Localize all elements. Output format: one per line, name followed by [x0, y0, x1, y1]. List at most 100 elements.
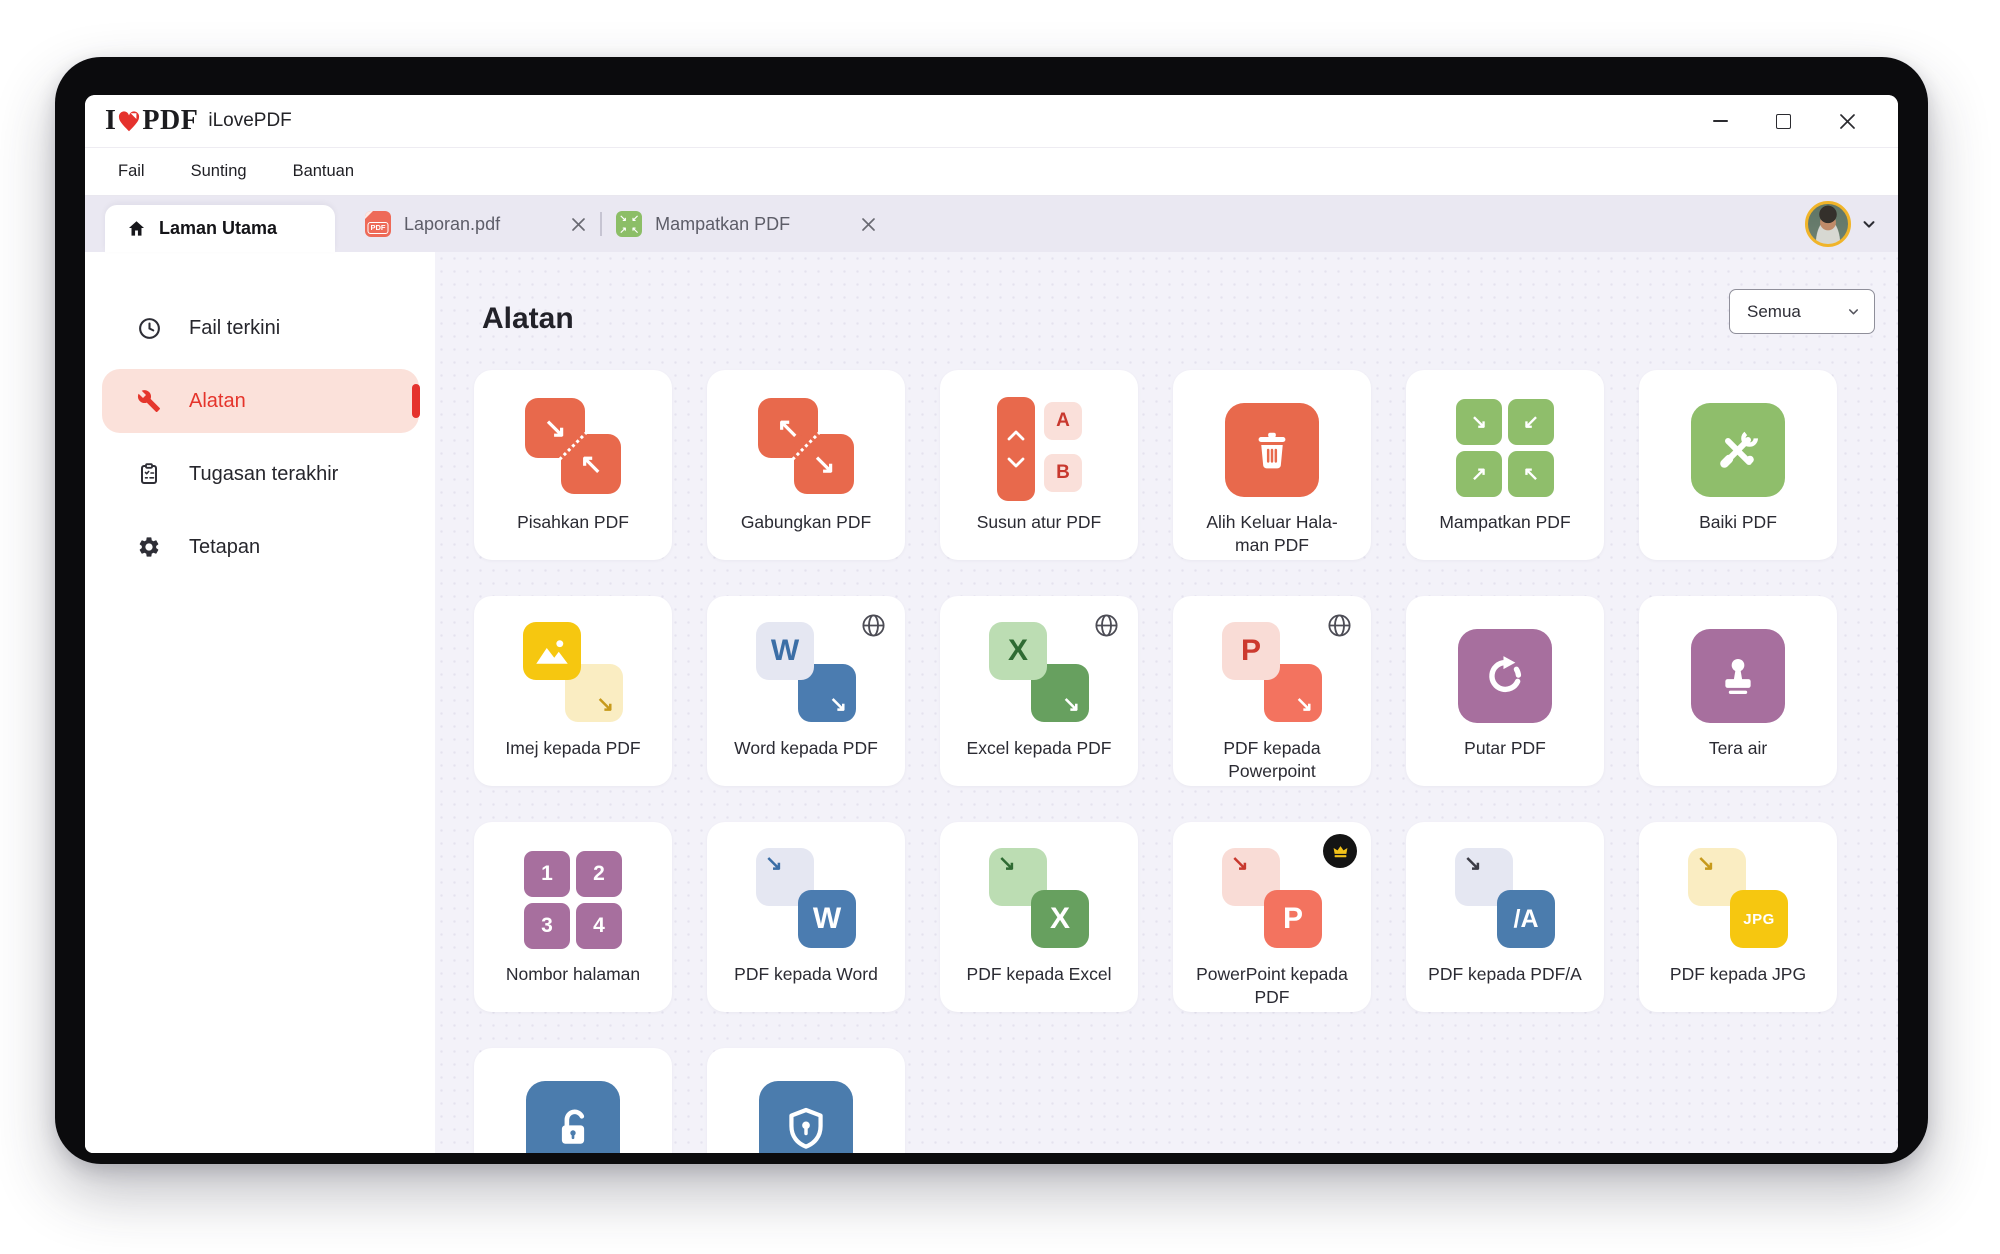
logo-letter-i: I [105, 105, 117, 136]
tool-label: Imej kepada PDF [505, 738, 641, 758]
sidebar-item-label: Alatan [189, 389, 246, 412]
maximize-icon[interactable] [1776, 113, 1791, 129]
page-title: Alatan [482, 302, 574, 335]
tool-label: PDF kepada Excel [966, 964, 1112, 984]
main-content: Alatan Semua ↘ ↖ Pisahkan PDF [435, 252, 1898, 1153]
app-window: I PDF iLovePDF Fail Sunting Bantuan Lama… [85, 95, 1898, 1153]
tool-card-excel-kepada-pdf[interactable]: ↘ X Excel kepada PDF [940, 596, 1138, 786]
tool-card-alih-keluar-halaman[interactable]: Alih Keluar Hala- man PDF [1173, 370, 1371, 560]
tool-label: Tera air [1708, 738, 1768, 758]
organize-icon: A B [984, 395, 1094, 505]
menu-item-bantuan[interactable]: Bantuan [292, 162, 355, 180]
sidebar-item-alatan[interactable]: Alatan [102, 369, 420, 433]
word-to-pdf-icon: ↘ W [751, 621, 861, 731]
pdf-file-icon: PDF [365, 211, 391, 237]
tool-card-pdf-kepada-jpg[interactable]: ↘ JPG PDF kepada JPG [1639, 822, 1837, 1012]
filter-select[interactable]: Semua [1729, 289, 1875, 334]
active-indicator [412, 384, 420, 418]
tool-card-putar-pdf[interactable]: Putar PDF [1406, 596, 1604, 786]
trash-icon [1217, 395, 1327, 505]
stamp-icon [1683, 621, 1793, 731]
split-icon: ↘ ↖ [518, 395, 628, 505]
sidebar-item-label: Tugasan terakhir [189, 462, 339, 485]
tool-card-pisahkan-pdf[interactable]: ↘ ↖ Pisahkan PDF [474, 370, 672, 560]
pdf-to-powerpoint-icon: ↘ P [1217, 621, 1327, 731]
tab-separator [600, 212, 603, 236]
tool-card-pdf-kepada-pdfa[interactable]: ↘ /A PDF kepada PDF/A [1406, 822, 1604, 1012]
tab-strip: Laman Utama PDF Laporan.pdf ↘ ↙ ↗ ↖ Mampatk… [85, 196, 1898, 252]
logo-letter-pdf: PDF [142, 105, 199, 136]
tool-card-gabungkan-pdf[interactable]: ↖ ↘ Gabungkan PDF [707, 370, 905, 560]
tool-label: Susun atur PDF [976, 512, 1102, 532]
close-icon[interactable] [1839, 113, 1856, 130]
compress-tab-icon: ↘ ↙ ↗ ↖ [616, 211, 643, 237]
sidebar-item-fail-terkini[interactable]: Fail terkini [102, 296, 419, 360]
wrench-icon [136, 389, 162, 413]
chevron-down-icon [1849, 309, 1858, 315]
tool-card-susun-atur-pdf[interactable]: A B Susun atur PDF [940, 370, 1138, 560]
pdf-to-pdfa-icon: ↘ /A [1450, 847, 1560, 957]
chevron-down-icon[interactable] [1860, 215, 1878, 233]
sidebar-item-tugasan-terakhir[interactable]: Tugasan terakhir [102, 442, 419, 506]
window-controls [1713, 113, 1868, 130]
tab-laporan[interactable]: PDF Laporan.pdf [365, 196, 586, 252]
tool-card-pdf-kepada-word[interactable]: ↘ W PDF kepada Word [707, 822, 905, 1012]
menu-item-fail[interactable]: Fail [118, 162, 145, 180]
globe-icon [1093, 612, 1120, 639]
image-to-pdf-icon: ↘ [518, 621, 628, 731]
tool-label: Mampatkan PDF [1439, 512, 1571, 532]
crown-badge [1323, 834, 1357, 868]
app-name: iLovePDF [208, 110, 292, 131]
tool-label: Excel kepada PDF [966, 738, 1112, 758]
close-tab-icon[interactable] [571, 217, 586, 232]
tool-card-word-kepada-pdf[interactable]: ↘ W Word kepada PDF [707, 596, 905, 786]
filter-value: Semua [1747, 301, 1801, 321]
home-icon [128, 221, 145, 236]
sidebar-item-label: Fail terkini [189, 316, 281, 339]
pdf-to-excel-icon: ↘ X [984, 847, 1094, 957]
pdf-to-word-icon: ↘ W [751, 847, 861, 957]
tool-card-pdf-kepada-powerpoint[interactable]: ↘ P PDF kepada Powerpoint [1173, 596, 1371, 786]
account-area [1805, 201, 1898, 247]
tab-laporan-label: Laporan.pdf [404, 213, 501, 234]
tool-label: Word kepada PDF [734, 738, 878, 758]
clipboard-icon [136, 462, 162, 486]
clock-icon [136, 316, 162, 341]
sidebar-item-tetapan[interactable]: Tetapan [102, 515, 419, 579]
tool-label: PDF kepada PDF/A [1428, 964, 1582, 984]
tool-label: PowerPoint kepada PDF [1196, 964, 1348, 1007]
shield-icon [751, 1073, 861, 1153]
tool-label: Baiki PDF [1699, 512, 1777, 532]
tool-card-tera-air[interactable]: Tera air [1639, 596, 1837, 786]
tool-card-imej-kepada-pdf[interactable]: ↘ Imej kepada PDF [474, 596, 672, 786]
merge-icon: ↖ ↘ [751, 395, 861, 505]
menu-bar: Fail Sunting Bantuan [85, 148, 1898, 196]
tool-card-unlock-pdf[interactable] [474, 1048, 672, 1153]
sidebar-item-label: Tetapan [189, 535, 261, 558]
unlock-icon [518, 1073, 628, 1153]
tool-label: Pisahkan PDF [517, 512, 629, 532]
tools-grid: ↘ ↖ Pisahkan PDF ↖ ↘ Gabungkan PDF [474, 370, 1837, 1153]
minimize-icon[interactable] [1713, 120, 1728, 122]
gear-icon [136, 535, 162, 559]
tab-mampatkan-label: Mampatkan PDF [655, 213, 791, 234]
menu-item-sunting[interactable]: Sunting [190, 162, 247, 180]
pdf-to-jpg-icon: ↘ JPG [1683, 847, 1793, 957]
tool-card-nombor-halaman[interactable]: 1 2 3 4 Nombor halaman [474, 822, 672, 1012]
tool-card-protect-pdf[interactable] [707, 1048, 905, 1153]
tab-home[interactable]: Laman Utama [105, 205, 335, 252]
tool-card-mampatkan-pdf[interactable]: ↘ ↙ ↗ ↖ Mampatkan PDF [1406, 370, 1604, 560]
page-numbers-icon: 1 2 3 4 [518, 847, 628, 957]
tool-card-baiki-pdf[interactable]: Baiki PDF [1639, 370, 1837, 560]
tool-card-pdf-kepada-excel[interactable]: ↘ X PDF kepada Excel [940, 822, 1138, 1012]
tool-label: PDF kepada JPG [1669, 964, 1807, 984]
tool-card-powerpoint-kepada-pdf[interactable]: ↘ P PowerPoint kepada PDF [1173, 822, 1371, 1012]
globe-icon [860, 612, 887, 639]
globe-icon [1326, 612, 1353, 639]
window-body: Fail terkini Alatan Tugasan terakhir T [85, 252, 1898, 1153]
tab-mampatkan[interactable]: ↘ ↙ ↗ ↖ Mampatkan PDF [616, 196, 876, 252]
tool-label: Gabungkan PDF [740, 512, 872, 532]
close-tab-icon[interactable] [861, 217, 876, 232]
avatar[interactable] [1805, 201, 1851, 247]
compress-icon: ↘ ↙ ↗ ↖ [1450, 395, 1560, 505]
